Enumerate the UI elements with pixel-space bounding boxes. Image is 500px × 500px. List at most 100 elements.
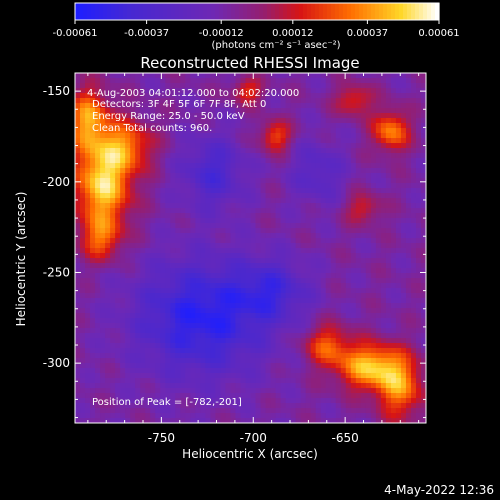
heatmap-cell (315, 358, 322, 364)
heatmap-cell (420, 368, 427, 374)
heatmap-cell (200, 103, 206, 109)
heatmap-cell (385, 343, 392, 349)
heatmap-cell (140, 383, 146, 389)
heatmap-cell (185, 293, 191, 299)
heatmap-cell (230, 378, 236, 384)
heatmap-cell (125, 208, 131, 214)
heatmap-cell (155, 253, 161, 259)
heatmap-cell (270, 213, 277, 219)
heatmap-cell (385, 238, 392, 244)
heatmap-cell (420, 318, 427, 324)
heatmap-cell (415, 398, 422, 404)
heatmap-cell (410, 193, 417, 199)
heatmap-cell (360, 243, 367, 249)
heatmap-cell (415, 343, 422, 349)
heatmap-cell (245, 203, 251, 209)
heatmap-cell (165, 243, 171, 249)
heatmap-cell (400, 148, 407, 154)
heatmap-cell (245, 78, 251, 84)
heatmap-cell (385, 158, 392, 164)
colorbar-segment (207, 3, 212, 20)
heatmap-cell (175, 418, 181, 424)
heatmap-cell (180, 348, 186, 354)
heatmap-cell (345, 83, 352, 89)
heatmap-cell (390, 408, 397, 414)
heatmap-cell (140, 253, 146, 259)
heatmap-cell (300, 183, 307, 189)
heatmap-cell (180, 148, 186, 154)
heatmap-cell (340, 223, 347, 229)
heatmap-cell (160, 158, 166, 164)
heatmap-cell (365, 118, 372, 124)
heatmap-cell (415, 228, 422, 234)
heatmap-cell (420, 258, 427, 264)
heatmap-cell (385, 168, 392, 174)
heatmap-cell (255, 108, 262, 114)
heatmap-cell (325, 148, 332, 154)
heatmap-cell (160, 253, 166, 259)
heatmap-cell (110, 303, 116, 309)
heatmap-cell (125, 338, 131, 344)
heatmap-cell (310, 233, 317, 239)
heatmap-cell (200, 348, 206, 354)
heatmap-cell (295, 308, 302, 314)
heatmap-cell (415, 208, 422, 214)
colorbar-segment (263, 3, 268, 20)
heatmap-cell (120, 208, 126, 214)
heatmap-cell (335, 303, 342, 309)
heatmap-cell (160, 383, 166, 389)
heatmap-cell (90, 248, 96, 254)
heatmap-cell (160, 78, 166, 84)
heatmap-cell (375, 133, 382, 139)
heatmap-cell (75, 383, 81, 389)
heatmap-cell (80, 113, 86, 119)
heatmap-cell (320, 338, 327, 344)
heatmap-cell (360, 108, 367, 114)
heatmap-cell (330, 373, 337, 379)
heatmap-cell (190, 308, 196, 314)
heatmap-cell (320, 373, 327, 379)
heatmap-cell (305, 253, 312, 259)
heatmap-cell (130, 73, 136, 79)
heatmap-cell (170, 313, 176, 319)
heatmap-cell (135, 383, 141, 389)
heatmap-cell (160, 283, 166, 289)
heatmap-cell (340, 283, 347, 289)
heatmap-cell (260, 273, 267, 279)
heatmap-cell (185, 273, 191, 279)
heatmap-cell (220, 93, 226, 99)
heatmap-cell (325, 93, 332, 99)
heatmap-cell (335, 418, 342, 424)
heatmap-cell (390, 158, 397, 164)
heatmap-cell (375, 328, 382, 334)
heatmap-cell (370, 118, 377, 124)
heatmap-cell (225, 243, 231, 249)
colorbar-segment (139, 3, 144, 20)
heatmap-cell (285, 288, 292, 294)
heatmap-cell (135, 88, 141, 94)
heatmap-cell (405, 148, 412, 154)
heatmap-cell (235, 403, 241, 409)
heatmap-cell (345, 98, 352, 104)
heatmap-cell (150, 193, 156, 199)
heatmap-cell (215, 348, 221, 354)
heatmap-cell (210, 278, 216, 284)
heatmap-cell (320, 188, 327, 194)
heatmap-cell (365, 323, 372, 329)
heatmap-cell (230, 223, 236, 229)
heatmap-cell (185, 173, 191, 179)
heatmap-cell (230, 103, 236, 109)
heatmap-cell (390, 108, 397, 114)
heatmap-cell (185, 283, 191, 289)
heatmap-cell (395, 148, 402, 154)
heatmap-cell (400, 303, 407, 309)
heatmap-cell (80, 88, 86, 94)
heatmap-cell (245, 113, 251, 119)
heatmap-cell (270, 218, 277, 224)
heatmap-cell (85, 118, 91, 124)
heatmap-cell (115, 83, 121, 89)
heatmap-cell (200, 143, 206, 149)
heatmap-cell (335, 278, 342, 284)
heatmap-cell (420, 403, 427, 409)
heatmap-cell (100, 258, 106, 264)
